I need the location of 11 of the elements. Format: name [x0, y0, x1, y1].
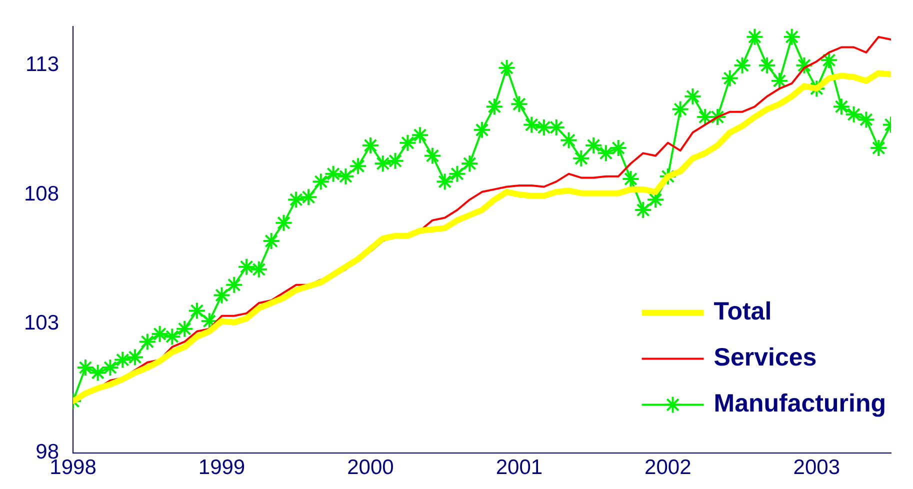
- x-tick-label: 1999: [198, 456, 246, 480]
- x-tick-label: 2003: [793, 456, 840, 480]
- legend-label: Services: [714, 344, 817, 372]
- x-tick-label: 2000: [347, 456, 394, 480]
- legend-label: Manufacturing: [714, 390, 886, 418]
- x-tick-label: 2001: [496, 456, 543, 480]
- y-tick-label: 113: [26, 53, 60, 76]
- legend-label: Total: [714, 298, 772, 326]
- x-tick-label: 2002: [644, 456, 692, 480]
- y-tick-label: 108: [24, 182, 60, 206]
- y-tick-label: 103: [24, 311, 60, 334]
